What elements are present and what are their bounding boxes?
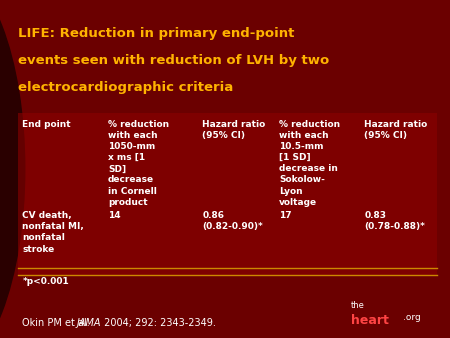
Text: JAMA: JAMA — [76, 318, 101, 328]
Text: heart: heart — [351, 314, 389, 327]
Text: % reduction
with each
1050-mm
x ms [1
SD]
decrease
in Cornell
product: % reduction with each 1050-mm x ms [1 SD… — [108, 120, 169, 207]
Text: 2004; 292: 2343-2349.: 2004; 292: 2343-2349. — [101, 318, 216, 328]
Text: 14: 14 — [108, 211, 121, 220]
Text: LIFE: Reduction in primary end-point: LIFE: Reduction in primary end-point — [18, 27, 294, 40]
Text: End point: End point — [22, 120, 71, 129]
FancyBboxPatch shape — [18, 113, 436, 275]
Text: 17: 17 — [279, 211, 292, 220]
Text: Okin PM et al.: Okin PM et al. — [22, 318, 94, 328]
Text: events seen with reduction of LVH by two: events seen with reduction of LVH by two — [18, 54, 329, 67]
Text: 0.86
(0.82-0.90)*: 0.86 (0.82-0.90)* — [202, 211, 263, 231]
Text: % reduction
with each
10.5-mm
[1 SD]
decrease in
Sokolow-
Lyon
voltage: % reduction with each 10.5-mm [1 SD] dec… — [279, 120, 340, 207]
Text: .org: .org — [403, 313, 420, 322]
Text: electrocardiographic criteria: electrocardiographic criteria — [18, 81, 233, 94]
Text: the: the — [351, 301, 365, 310]
Text: Hazard ratio
(95% CI): Hazard ratio (95% CI) — [364, 120, 428, 140]
Text: CV death,
nonfatal MI,
nonfatal
stroke: CV death, nonfatal MI, nonfatal stroke — [22, 211, 84, 254]
Ellipse shape — [0, 0, 25, 338]
Text: Hazard ratio
(95% CI): Hazard ratio (95% CI) — [202, 120, 266, 140]
Text: *p<0.001: *p<0.001 — [22, 277, 69, 286]
Text: 0.83
(0.78-0.88)*: 0.83 (0.78-0.88)* — [364, 211, 425, 231]
